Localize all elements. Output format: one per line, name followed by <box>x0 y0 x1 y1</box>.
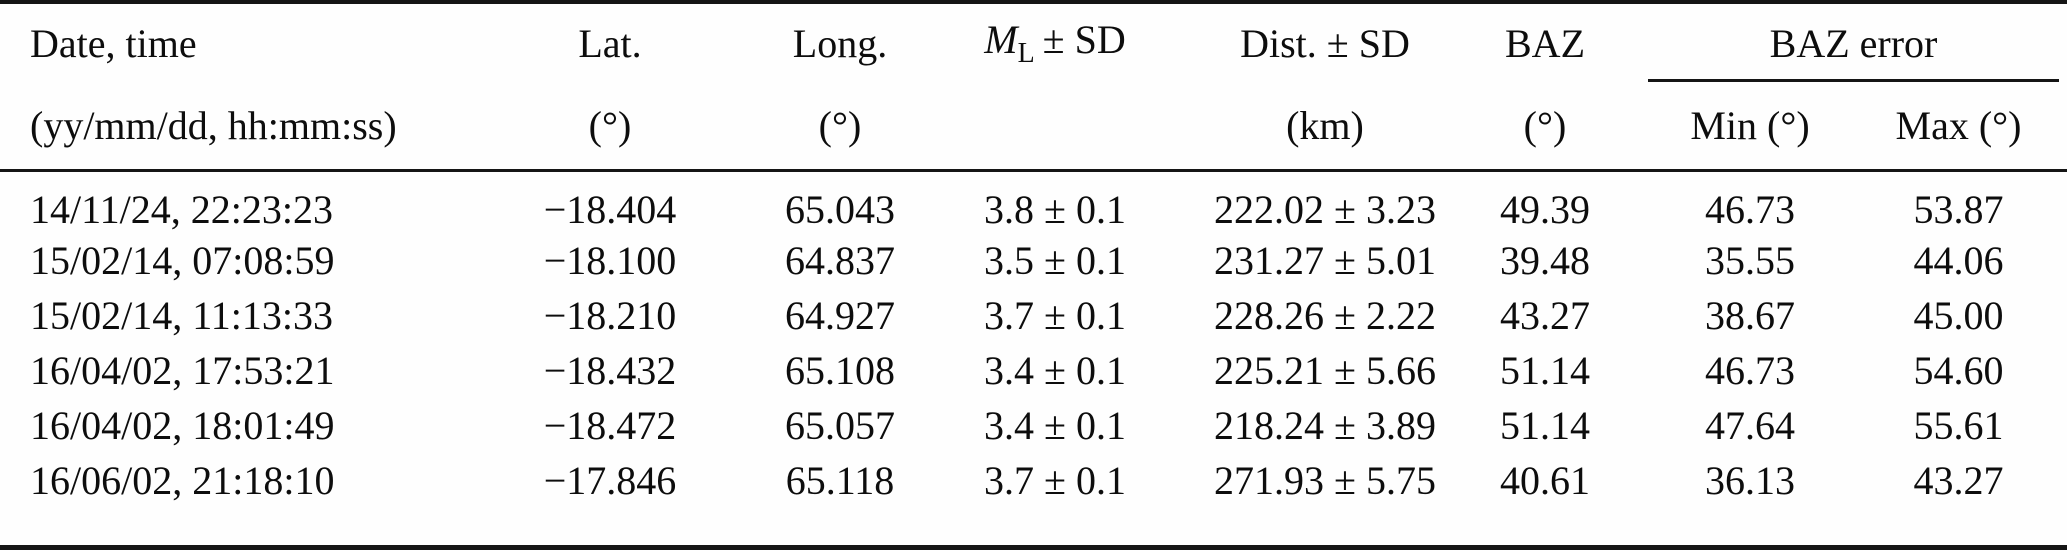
cell-baz-max: 43.27 <box>1913 457 2004 503</box>
cell-ml: 3.7 ± 0.1 <box>984 457 1126 503</box>
cell-ml: 3.8 ± 0.1 <box>984 186 1126 232</box>
cell-lat: −18.404 <box>543 186 677 232</box>
header-baz-unit: (°) <box>1460 82 1630 172</box>
cell-baz-min: 36.13 <box>1705 457 1795 503</box>
table-row: 16/06/02, 21:18:10 −17.846 65.118 3.7 ± … <box>0 453 2067 508</box>
cell-date: 14/11/24, 22:23:23 <box>30 186 333 232</box>
cell-baz-min: 47.64 <box>1705 402 1795 448</box>
cell-date: 16/06/02, 21:18:10 <box>30 457 335 503</box>
cell-date: 15/02/14, 07:08:59 <box>30 237 335 283</box>
cell-baz-min: 35.55 <box>1705 237 1795 283</box>
cell-baz-min: 46.73 <box>1705 347 1795 393</box>
cell-long: 65.043 <box>785 186 895 232</box>
cell-long: 65.108 <box>785 347 895 393</box>
cell-date: 16/04/02, 18:01:49 <box>30 402 335 448</box>
cell-baz-min: 38.67 <box>1705 292 1795 338</box>
header-dist-unit: (km) <box>1190 82 1460 172</box>
table-row: 14/11/24, 22:23:23 −18.404 65.043 3.8 ± … <box>0 170 2067 233</box>
ml-subscript: L <box>1017 38 1035 69</box>
cell-ml: 3.7 ± 0.1 <box>984 292 1126 338</box>
cell-lat: −17.846 <box>543 457 677 503</box>
cell-baz-min: 46.73 <box>1705 186 1795 232</box>
table-row: 15/02/14, 07:08:59 −18.100 64.837 3.5 ± … <box>0 233 2067 288</box>
header-ml-unit-empty <box>920 82 1190 172</box>
cell-ml: 3.4 ± 0.1 <box>984 347 1126 393</box>
events-table: Date, time Lat. Long. ML ± SD Dist. ± SD … <box>0 4 2067 508</box>
header-date-time: Date, time <box>30 20 197 66</box>
header-baz-error-label: BAZ error <box>1648 20 2059 82</box>
header-dist: Dist. ± SD <box>1240 20 1410 66</box>
header-baz: BAZ <box>1505 20 1585 66</box>
cell-dist: 231.27 ± 5.01 <box>1214 237 1436 283</box>
header-baz-error-max: Max (°) <box>1870 82 2067 172</box>
cell-baz: 49.39 <box>1500 186 1590 232</box>
cell-baz: 43.27 <box>1500 292 1590 338</box>
header-ml: ML ± SD <box>920 4 1190 82</box>
cell-baz-max: 45.00 <box>1913 292 2004 338</box>
cell-long: 65.057 <box>785 402 895 448</box>
table-row: 16/04/02, 18:01:49 −18.472 65.057 3.4 ± … <box>0 398 2067 453</box>
cell-baz: 40.61 <box>1500 457 1590 503</box>
cell-long: 65.118 <box>785 457 895 503</box>
cell-ml: 3.5 ± 0.1 <box>984 237 1126 283</box>
table-row: 15/02/14, 11:13:33 −18.210 64.927 3.7 ± … <box>0 288 2067 343</box>
header-long-unit: (°) <box>760 82 920 172</box>
header-long: Long. <box>792 20 888 66</box>
cell-dist: 218.24 ± 3.89 <box>1214 402 1436 448</box>
cell-long: 64.837 <box>785 237 895 283</box>
cell-dist: 225.21 ± 5.66 <box>1214 347 1436 393</box>
ml-plusminus-sd: ± SD <box>1042 17 1126 62</box>
header-lat-unit: (°) <box>460 82 760 172</box>
cell-baz: 39.48 <box>1500 237 1590 283</box>
cell-ml: 3.4 ± 0.1 <box>984 402 1126 448</box>
cell-lat: −18.210 <box>543 292 677 338</box>
cell-baz-max: 44.06 <box>1913 237 2004 283</box>
cell-baz: 51.14 <box>1500 347 1590 393</box>
header-baz-error-min: Min (°) <box>1630 82 1870 172</box>
cell-date: 16/04/02, 17:53:21 <box>30 347 335 393</box>
cell-baz-max: 55.61 <box>1913 402 2004 448</box>
cell-long: 64.927 <box>785 292 895 338</box>
cell-dist: 222.02 ± 3.23 <box>1214 186 1436 232</box>
ml-symbol: M <box>984 17 1018 62</box>
table-row: 16/04/02, 17:53:21 −18.432 65.108 3.4 ± … <box>0 343 2067 398</box>
cell-baz-max: 53.87 <box>1913 186 2004 232</box>
cell-lat: −18.472 <box>543 402 677 448</box>
header-row-2: (yy/mm/dd, hh:mm:ss) (°) (°) (km) (°) Mi… <box>0 82 2067 172</box>
cell-lat: −18.100 <box>543 237 677 283</box>
header-lat: Lat. <box>578 20 642 66</box>
header-row-1: Date, time Lat. Long. ML ± SD Dist. ± SD … <box>0 4 2067 82</box>
header-baz-error-group: BAZ error <box>1630 4 2067 82</box>
cell-baz: 51.14 <box>1500 402 1590 448</box>
cell-lat: −18.432 <box>543 347 677 393</box>
cell-dist: 228.26 ± 2.22 <box>1214 292 1436 338</box>
cell-baz-max: 54.60 <box>1913 347 2004 393</box>
cell-date: 15/02/14, 11:13:33 <box>30 292 333 338</box>
cell-dist: 271.93 ± 5.75 <box>1214 457 1436 503</box>
header-date-format: (yy/mm/dd, hh:mm:ss) <box>0 82 460 172</box>
